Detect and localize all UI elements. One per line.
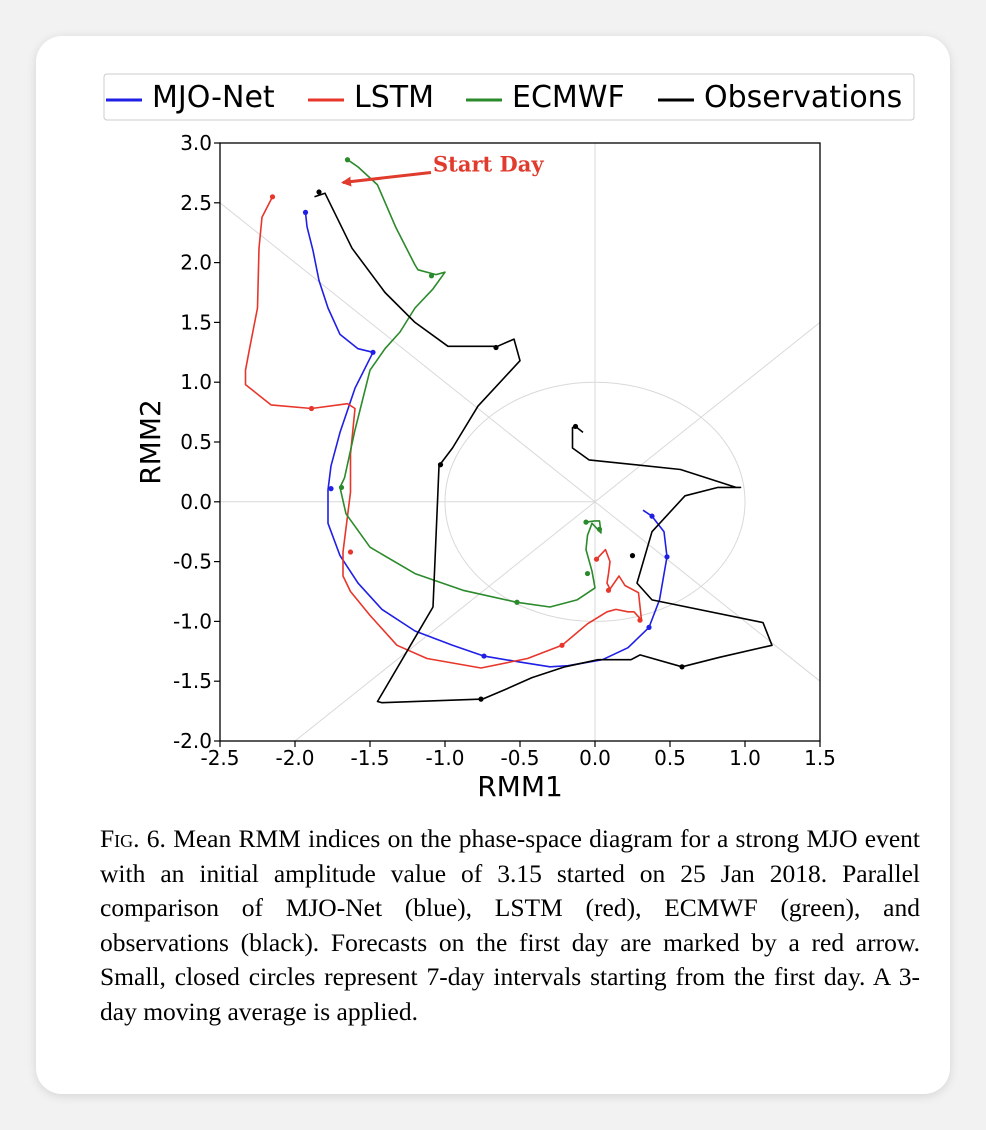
x-tick-label: -2.0 <box>275 746 314 770</box>
x-tick-label: -1.5 <box>350 746 389 770</box>
y-tick-label: 0.0 <box>180 490 212 514</box>
legend-box <box>103 73 915 121</box>
series-marker <box>308 405 315 412</box>
y-tick-label: 2.5 <box>180 191 212 215</box>
series-marker <box>583 519 589 525</box>
y-tick-label: -1.0 <box>173 609 212 633</box>
start-day-arrow <box>341 171 432 187</box>
y-tick-label: 3.0 <box>180 131 212 155</box>
series-marker <box>428 273 435 279</box>
caption-text: Mean RMM indices on the phase-space diag… <box>100 824 920 1026</box>
series-marker <box>649 513 655 519</box>
x-tick-label: 1.5 <box>804 746 836 770</box>
grid-line <box>294 321 820 741</box>
plot-area: -2.5 -2.0 -1.5 -1.0 -0.5 0.0 0.5 1.0 1.5-2.0-1.5… <box>173 131 836 770</box>
legend-label: MJO-Net <box>152 80 275 115</box>
series-marker <box>437 462 444 468</box>
series-mjo-net <box>302 209 670 668</box>
legend-label: Observations <box>704 80 902 115</box>
unit-circle <box>444 381 746 622</box>
legend: MJO-Net LSTM ECMWF Observations <box>103 73 915 121</box>
series-marker <box>596 526 603 532</box>
series-line <box>314 192 773 704</box>
series-marker <box>328 486 334 492</box>
y-tick-label: 1.5 <box>180 310 212 334</box>
x-tick-label: -2.5 <box>200 746 239 770</box>
figure-caption: Fig. 6. Mean RMM indices on the phase-sp… <box>100 822 920 1029</box>
y-tick-label: 0.5 <box>180 430 212 454</box>
series-marker <box>302 209 309 215</box>
series-marker <box>646 624 652 630</box>
y-tick-label: -0.5 <box>173 550 212 574</box>
series-marker <box>338 484 345 491</box>
series-marker <box>347 549 354 555</box>
series-ecmwf <box>338 157 603 608</box>
series-line <box>304 212 668 668</box>
series-marker <box>316 189 322 195</box>
y-tick-label: 2.0 <box>180 251 212 275</box>
series-line <box>244 196 643 669</box>
series-marker <box>269 194 276 200</box>
series-marker <box>629 553 636 559</box>
figure-card <box>36 36 950 1094</box>
x-tick-label: 0.5 <box>654 746 686 770</box>
x-tick-label: 1.0 <box>729 746 761 770</box>
caption-fig-label: Fig. 6. <box>100 824 166 853</box>
series-marker <box>637 617 643 623</box>
series-marker <box>370 349 376 355</box>
y-tick-label: -2.0 <box>173 729 212 753</box>
series-marker <box>514 599 520 605</box>
series-marker <box>559 642 565 648</box>
legend-label: ECMWF <box>512 80 625 115</box>
series-marker <box>664 554 670 560</box>
series-marker <box>481 653 487 659</box>
legend-label: LSTM <box>354 80 434 115</box>
series-marker <box>478 696 484 702</box>
x-axis-title: RMM1 <box>477 770 563 803</box>
series-marker <box>572 423 579 430</box>
series-marker <box>605 587 612 593</box>
phase-space-chart: MJO-Net LSTM ECMWF Observations -2.5 -2.0 -1.… <box>103 73 915 803</box>
x-tick-label: -0.5 <box>500 746 539 770</box>
y-tick-label: -1.5 <box>173 669 212 693</box>
series-lstm <box>244 194 643 669</box>
series-observations <box>314 189 773 704</box>
series-marker <box>593 556 600 562</box>
series-marker <box>679 664 685 670</box>
series-marker <box>584 570 591 577</box>
y-axis-title: RMM2 <box>134 399 167 485</box>
series-line <box>339 159 602 608</box>
start-day-label: Start Day <box>433 152 544 177</box>
series-marker <box>493 344 499 351</box>
y-tick-label: 1.0 <box>180 370 212 394</box>
x-tick-label: 0.0 <box>579 746 611 770</box>
x-tick-label: -1.0 <box>425 746 464 770</box>
series-marker <box>344 157 351 163</box>
